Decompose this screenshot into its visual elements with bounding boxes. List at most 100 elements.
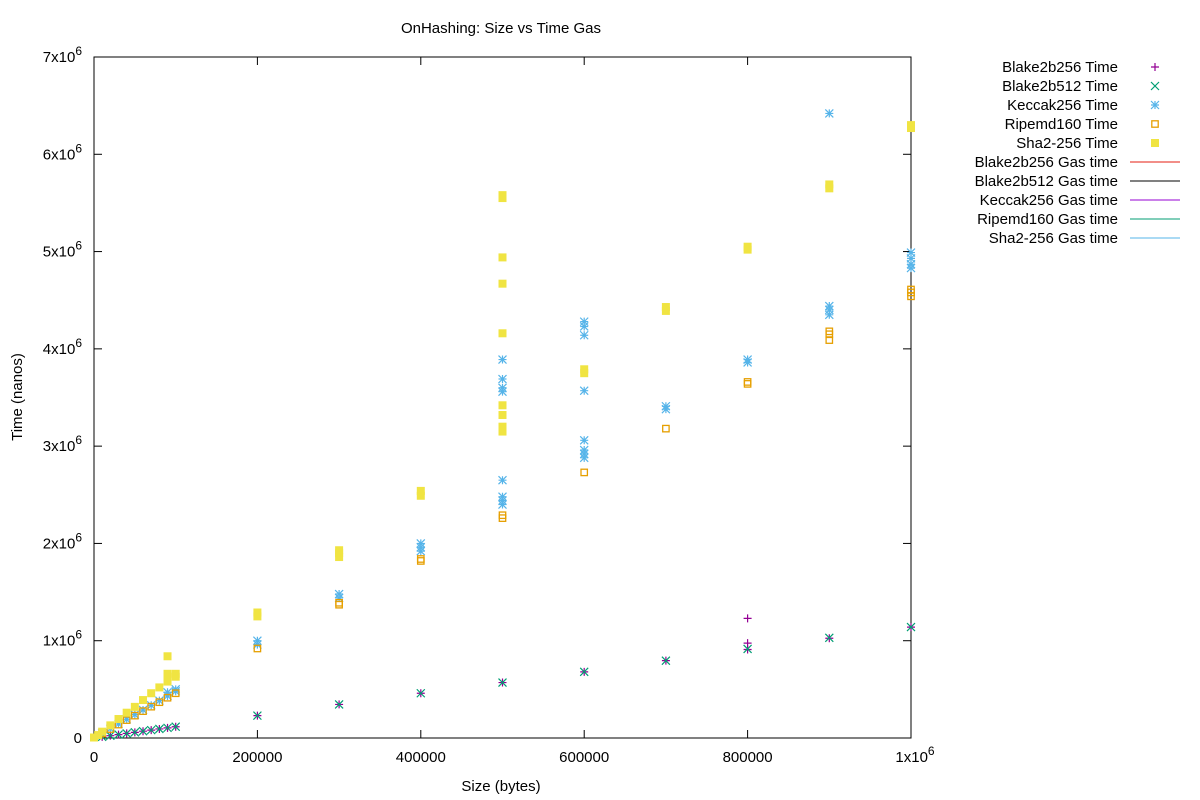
data-point: [171, 689, 180, 698]
data-point: [334, 700, 344, 709]
data-point: [130, 727, 140, 737]
data-point: [498, 374, 507, 384]
data-point: [163, 687, 172, 697]
y-tick-label: 1x106: [43, 628, 83, 650]
x-tick-label: 0: [90, 749, 98, 766]
data-point: [114, 715, 123, 724]
data-point: [416, 557, 425, 565]
data-point: [171, 684, 181, 694]
data-point: [743, 355, 753, 364]
legend-marker: [1151, 139, 1159, 147]
data-point: [130, 710, 140, 720]
series-ripemd160-time: [98, 285, 915, 738]
data-point: [139, 707, 147, 715]
data-point: [130, 711, 139, 720]
data-point: [579, 386, 589, 396]
y-tick-label: 6x106: [43, 141, 83, 163]
x-tick-label: 400000: [396, 749, 446, 766]
data-point: [146, 725, 156, 735]
data-point: [661, 303, 670, 312]
data-point: [498, 492, 507, 502]
data-point: [498, 383, 507, 393]
data-point: [661, 656, 671, 666]
data-point: [416, 491, 425, 500]
data-point: [416, 688, 426, 698]
data-point: [94, 731, 103, 740]
x-tick-label: 600000: [559, 749, 609, 766]
legend-label: Blake2b256 Gas time: [975, 154, 1118, 171]
data-point: [98, 727, 107, 736]
data-point: [825, 180, 834, 189]
data-point: [122, 716, 131, 724]
y-tick-label: 2x106: [43, 530, 83, 552]
y-tick-label: 7x106: [43, 44, 83, 66]
data-point: [138, 726, 148, 736]
data-point: [743, 614, 752, 623]
data-point: [579, 667, 589, 677]
data-point: [163, 652, 172, 661]
data-point: [907, 285, 915, 294]
data-point: [252, 636, 262, 646]
legend-label: Blake2b512 Gas time: [975, 173, 1118, 190]
data-point: [498, 355, 507, 364]
y-tick-label: 3x106: [43, 433, 83, 455]
x-tick-label: 1x106: [895, 744, 935, 766]
data-point: [743, 639, 752, 648]
legend-label: Ripemd160 Time: [1005, 116, 1118, 133]
y-axis-label: Time (nanos): [9, 353, 26, 441]
legend-marker: [1150, 81, 1160, 91]
data-point: [253, 608, 262, 617]
data-point: [252, 711, 262, 721]
data-point: [163, 677, 172, 686]
data-point: [334, 589, 344, 599]
data-point: [906, 259, 916, 269]
data-point: [163, 693, 172, 702]
data-point: [498, 191, 507, 200]
legend-label: Sha2-256 Gas time: [989, 230, 1118, 247]
plot-frame: [93, 56, 912, 739]
data-point: [147, 702, 156, 711]
x-axis-label: Size (bytes): [461, 778, 540, 795]
data-point: [498, 401, 507, 410]
data-point: [498, 253, 507, 262]
data-point: [824, 109, 834, 118]
plot-area: [93, 56, 912, 739]
data-point: [106, 721, 115, 730]
data-point: [155, 683, 164, 692]
series-keccak256-time: [97, 109, 916, 738]
data-point: [907, 121, 915, 130]
data-point: [906, 622, 916, 632]
data-point: [906, 253, 916, 263]
data-point: [163, 723, 172, 733]
data-point: [824, 310, 834, 320]
data-point: [335, 546, 344, 555]
y-axis: 0 1x106 2x106 3x106 4x106 5x106 6x106 7x106: [43, 44, 911, 747]
x-axis: 0 200000 400000 600000 800000 1x106: [90, 57, 935, 766]
data-point: [662, 424, 670, 433]
data-point: [105, 731, 115, 741]
data-point: [824, 633, 834, 643]
data-point: [580, 365, 589, 374]
data-point: [335, 598, 343, 607]
data-point: [122, 729, 132, 738]
legend-label: Ripemd160 Gas time: [977, 211, 1118, 228]
data-point: [171, 669, 180, 678]
data-point: [498, 475, 507, 485]
data-point: [498, 678, 507, 687]
data-point: [154, 696, 164, 706]
data-point: [579, 445, 589, 455]
data-point: [155, 698, 164, 707]
chart-title: OnHashing: Size vs Time Gas: [401, 20, 601, 37]
data-point: [416, 555, 425, 563]
data-point: [253, 644, 262, 653]
data-point: [498, 422, 507, 431]
x-tick-label: 800000: [723, 749, 773, 766]
series-blake2b256-time: [98, 614, 915, 741]
data-point: [90, 733, 98, 742]
data-point: [171, 722, 181, 732]
legend-label: Keccak256 Time: [1007, 97, 1118, 114]
data-point: [580, 468, 589, 477]
data-point: [498, 427, 507, 436]
data-point: [743, 644, 753, 654]
data-point: [498, 279, 507, 288]
